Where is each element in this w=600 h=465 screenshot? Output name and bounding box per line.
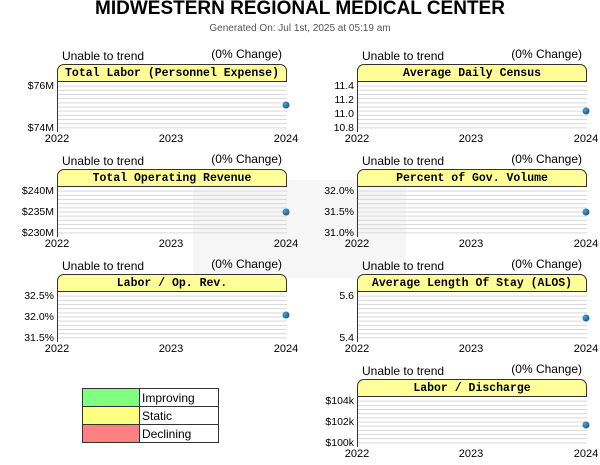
y-tick-label: $76M [27,80,54,92]
y-tick-label: 32.0% [324,185,354,197]
legend-label: Declining [139,424,219,443]
chart-title: Average Length Of Stay (ALOS) [357,274,587,292]
x-tick-label: 2022 [344,448,370,460]
plot-area [357,82,587,132]
trend-status: Unable to trend [62,49,145,63]
x-tick-label: 2022 [344,343,370,355]
y-tick-label: $230M [21,227,54,239]
percent-change: (0% Change) [511,47,582,61]
chart-panel: Unable to trend (0% Change) Total Labor (P… [28,47,299,145]
trend-status: Unable to trend [62,154,145,168]
y-tick-label: 31.0% [324,227,354,239]
y-tick-label: 11.2 [334,94,354,106]
percent-change: (0% Change) [511,152,582,166]
plot-area [357,397,587,447]
y-tick-label: 10.8 [333,122,354,134]
y-tick-label: $102k [325,416,354,428]
data-point [582,314,590,322]
y-tick-label: 11.4 [334,80,354,92]
x-tick-label: 2023 [158,133,184,145]
x-tick-label: 2023 [458,448,484,460]
plot-area [357,187,587,237]
legend-row: Improving [82,388,219,407]
legend-label: Improving [139,388,219,407]
chart-title: Total Operating Revenue [57,169,287,187]
y-tick-label: 31.5% [324,206,354,218]
status-legend: Improving Static Declining [82,388,219,443]
data-point [582,208,590,216]
chart-panel: Unable to trend (0% Change) Labor / Discha… [325,362,598,460]
y-tick-label: $104k [325,395,354,407]
page-title: MIDWESTERN REGIONAL MEDICAL CENTER [95,0,505,19]
data-point [582,421,590,429]
trend-status: Unable to trend [362,49,445,63]
trend-status: Unable to trend [362,154,445,168]
x-tick-label: 2024 [273,238,299,250]
legend-swatch [82,388,140,407]
trend-status: Unable to trend [362,259,445,273]
legend-row: Static [82,406,219,425]
y-tick-label: $240M [21,185,54,197]
chart-title: Labor / Discharge [357,379,587,397]
percent-change: (0% Change) [211,47,282,61]
plot-area [357,292,587,342]
x-tick-label: 2022 [44,343,70,355]
chart-title: Average Daily Census [357,64,587,82]
data-point [282,311,290,319]
percent-change: (0% Change) [511,362,582,376]
y-tick-label: 32.0% [24,311,54,323]
x-tick-label: 2024 [273,133,299,145]
chart-panel: Unable to trend (0% Change) Total Operatin… [22,152,298,250]
legend-swatch [82,406,140,425]
chart-panel: Unable to trend (0% Change) Average Length… [339,257,598,355]
y-tick-label: 5.6 [339,290,354,302]
legend-label: Static [139,406,219,425]
data-point [582,107,590,115]
x-tick-label: 2022 [344,133,370,145]
x-tick-label: 2024 [573,133,599,145]
y-tick-label: 31.5% [24,332,54,344]
x-tick-label: 2022 [44,238,70,250]
x-tick-label: 2023 [458,343,484,355]
legend-swatch [82,424,140,443]
chart-panel: Unable to trend (0% Change) Labor / Op. Re… [24,257,298,355]
x-tick-label: 2024 [573,448,599,460]
x-tick-label: 2023 [158,343,184,355]
x-tick-label: 2024 [573,238,599,250]
data-point [282,208,290,216]
plot-area [57,187,287,237]
x-tick-label: 2024 [273,343,299,355]
y-tick-label: 32.5% [24,290,54,302]
chart-title: Total Labor (Personnel Expense) [57,64,287,82]
x-tick-label: 2022 [344,238,370,250]
x-tick-label: 2023 [158,238,184,250]
legend-row: Declining [82,424,219,443]
generated-timestamp: Generated On: Jul 1st, 2025 at 05:19 am [209,23,391,34]
x-tick-label: 2023 [458,133,484,145]
x-tick-label: 2023 [458,238,484,250]
y-tick-label: 11.0 [334,108,354,120]
chart-panel: Unable to trend (0% Change) Average Daily … [334,47,599,145]
percent-change: (0% Change) [511,257,582,271]
chart-title: Labor / Op. Rev. [57,274,287,292]
x-tick-label: 2022 [44,133,70,145]
y-tick-label: $100k [325,437,354,449]
percent-change: (0% Change) [211,257,282,271]
y-tick-label: $74M [27,122,54,134]
y-tick-label: $235M [21,206,54,218]
percent-change: (0% Change) [211,152,282,166]
trend-status: Unable to trend [362,364,445,378]
y-tick-label: 5.4 [339,332,354,344]
data-point [282,101,290,108]
plot-area [57,292,287,342]
chart-title: Percent of Gov. Volume [357,169,587,187]
trend-status: Unable to trend [62,259,145,273]
plot-area [57,82,287,132]
chart-panel: Unable to trend (0% Change) Percent of Gov… [324,152,598,250]
x-tick-label: 2024 [573,343,599,355]
